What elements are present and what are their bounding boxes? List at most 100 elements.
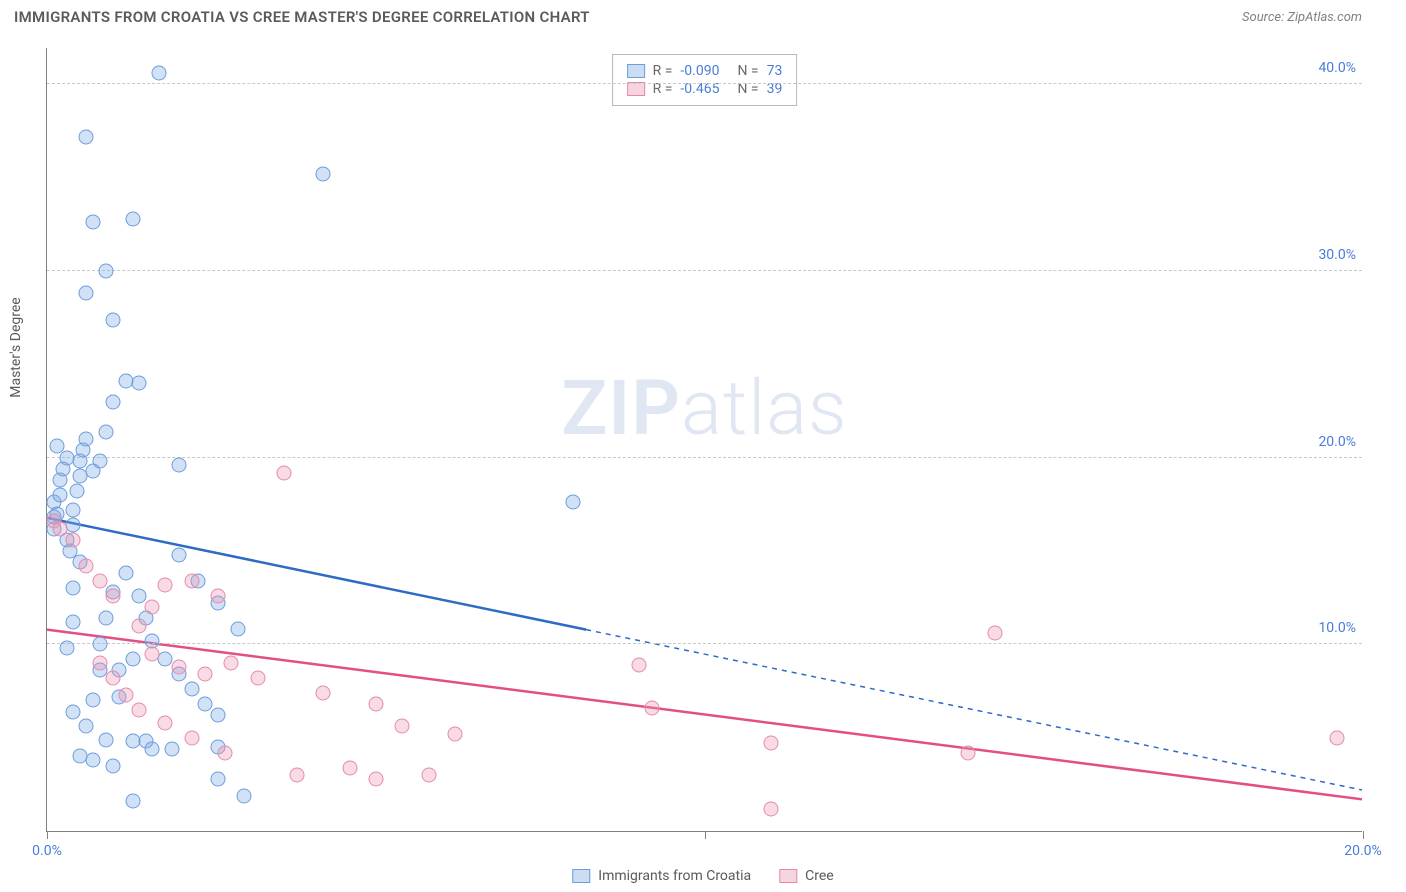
data-point-b xyxy=(224,656,239,671)
legend-stats-row-a: R = -0.090 N = 73 xyxy=(627,63,783,79)
legend-item-b: Cree xyxy=(779,868,834,884)
legend-r-a: -0.090 xyxy=(680,63,719,79)
data-point-b xyxy=(342,760,357,775)
data-point-b xyxy=(987,626,1002,641)
plot-area: ZIPatlas R = -0.090 N = 73 R = -0.465 N … xyxy=(46,48,1362,832)
data-point-a xyxy=(151,66,166,81)
data-point-a xyxy=(211,708,226,723)
data-point-b xyxy=(632,657,647,672)
data-point-a xyxy=(165,741,180,756)
data-point-b xyxy=(184,573,199,588)
legend-stats: R = -0.090 N = 73 R = -0.465 N = 39 xyxy=(612,54,798,106)
data-point-b xyxy=(171,659,186,674)
data-point-a xyxy=(105,758,120,773)
x-tick-label: 20.0% xyxy=(1344,843,1382,859)
data-point-a xyxy=(230,622,245,637)
data-point-b xyxy=(145,600,160,615)
data-point-a xyxy=(66,581,81,596)
data-point-a xyxy=(66,614,81,629)
data-point-a xyxy=(99,732,114,747)
gridline-h xyxy=(47,83,1362,84)
gridline-h xyxy=(47,457,1362,458)
data-point-a xyxy=(171,458,186,473)
data-point-a xyxy=(79,286,94,301)
data-point-a xyxy=(86,753,101,768)
chart-source: Source: ZipAtlas.com xyxy=(1242,10,1362,25)
data-point-a xyxy=(92,637,107,652)
data-point-a xyxy=(184,682,199,697)
data-point-a xyxy=(66,517,81,532)
data-point-a xyxy=(566,495,581,510)
data-point-a xyxy=(79,432,94,447)
data-point-a xyxy=(72,749,87,764)
data-point-b xyxy=(316,685,331,700)
data-point-a xyxy=(99,424,114,439)
legend-swatch-b2 xyxy=(779,869,797,883)
data-point-a xyxy=(237,788,252,803)
data-point-a xyxy=(132,588,147,603)
data-point-b xyxy=(184,730,199,745)
data-point-b xyxy=(763,801,778,816)
y-tick-label: 30.0% xyxy=(1318,247,1356,263)
legend-n-a: 73 xyxy=(767,63,783,79)
data-point-a xyxy=(53,488,68,503)
data-point-a xyxy=(211,771,226,786)
data-point-a xyxy=(132,376,147,391)
data-point-b xyxy=(66,532,81,547)
data-point-b xyxy=(421,768,436,783)
data-point-a xyxy=(125,652,140,667)
gridline-h xyxy=(47,270,1362,271)
x-tick xyxy=(1363,831,1364,839)
data-point-a xyxy=(86,693,101,708)
legend-series: Immigrants from Croatia Cree xyxy=(572,868,833,884)
data-point-b xyxy=(211,588,226,603)
gridline-h xyxy=(47,643,1362,644)
data-point-b xyxy=(158,577,173,592)
trend-lines xyxy=(47,48,1362,831)
x-tick xyxy=(47,831,48,839)
data-point-a xyxy=(92,454,107,469)
data-point-b xyxy=(79,558,94,573)
data-point-a xyxy=(86,215,101,230)
data-point-a xyxy=(118,566,133,581)
data-point-a xyxy=(49,439,64,454)
legend-swatch-a2 xyxy=(572,869,590,883)
data-point-b xyxy=(92,656,107,671)
data-point-b xyxy=(105,588,120,603)
y-tick-label: 20.0% xyxy=(1318,434,1356,450)
data-point-a xyxy=(79,719,94,734)
data-point-b xyxy=(447,726,462,741)
data-point-a xyxy=(125,794,140,809)
data-point-b xyxy=(276,465,291,480)
y-tick-label: 40.0% xyxy=(1318,60,1356,76)
data-point-b xyxy=(1329,730,1344,745)
y-axis-title: Master's Degree xyxy=(8,297,24,397)
data-point-a xyxy=(145,741,160,756)
data-point-b xyxy=(145,646,160,661)
data-point-b xyxy=(250,670,265,685)
data-point-a xyxy=(105,394,120,409)
data-point-a xyxy=(99,264,114,279)
data-point-b xyxy=(118,687,133,702)
data-point-b xyxy=(369,697,384,712)
chart-title: IMMIGRANTS FROM CROATIA VS CREE MASTER'S… xyxy=(14,8,590,26)
y-tick-label: 10.0% xyxy=(1318,620,1356,636)
data-point-a xyxy=(105,312,120,327)
data-point-a xyxy=(69,484,84,499)
data-point-b xyxy=(290,768,305,783)
data-point-b xyxy=(197,667,212,682)
data-point-b xyxy=(92,573,107,588)
data-point-b xyxy=(369,771,384,786)
data-point-b xyxy=(132,702,147,717)
data-point-a xyxy=(197,697,212,712)
data-point-a xyxy=(99,611,114,626)
data-point-a xyxy=(66,704,81,719)
data-point-b xyxy=(158,715,173,730)
data-point-b xyxy=(105,670,120,685)
data-point-a xyxy=(125,211,140,226)
legend-item-a: Immigrants from Croatia xyxy=(572,868,751,884)
data-point-a xyxy=(79,129,94,144)
data-point-b xyxy=(53,521,68,536)
data-point-b xyxy=(395,719,410,734)
data-point-b xyxy=(132,618,147,633)
